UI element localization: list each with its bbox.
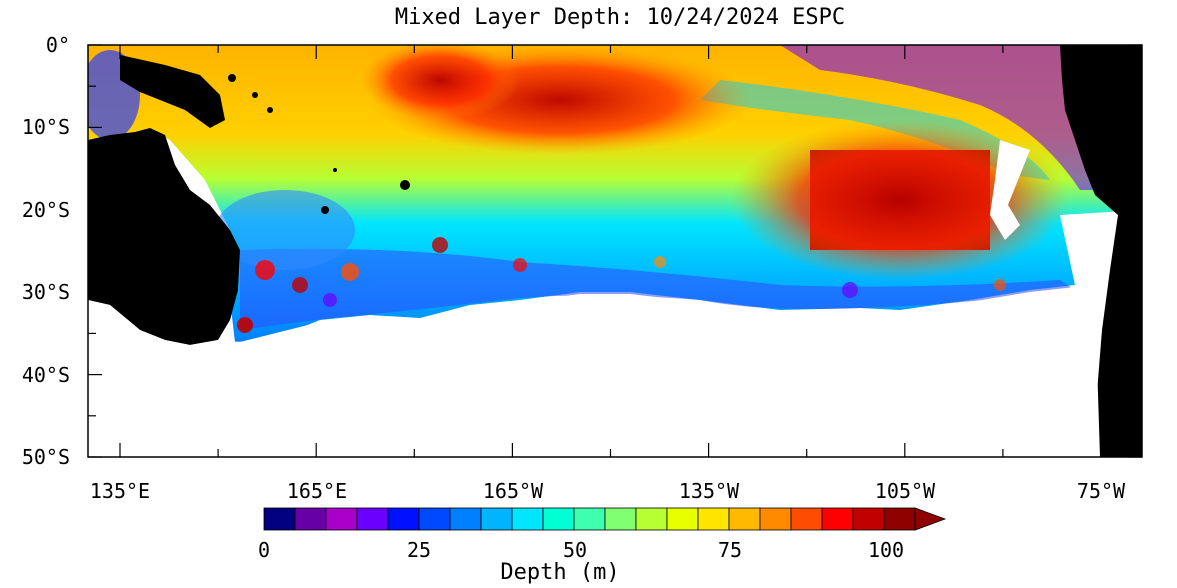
colorbar-swatch	[387, 507, 420, 531]
figure-title: Mixed Layer Depth: 10/24/2024 ESPC	[394, 5, 846, 30]
colorbar-swatch	[697, 507, 730, 531]
colorbar-swatch	[635, 507, 668, 531]
lat-tick-label: 10°S	[21, 115, 70, 140]
colorbar-swatch	[573, 507, 606, 531]
eddy	[432, 237, 448, 253]
mld-south-band	[240, 248, 1075, 330]
colorbar-swatch	[511, 507, 544, 531]
colorbar-swatch	[852, 507, 885, 531]
colorbar-swatch	[480, 507, 513, 531]
eddy	[842, 282, 858, 298]
lat-ticks	[88, 44, 1142, 458]
land-island	[333, 168, 337, 172]
eddy	[255, 260, 275, 280]
lon-tick-label: 135°W	[678, 479, 740, 503]
colorbar-tick-label: 25	[406, 538, 432, 562]
colorbar-tick-label: 75	[717, 538, 743, 562]
eddy	[994, 279, 1006, 291]
lon-tick-label: 165°W	[482, 479, 544, 503]
mld-east-cyan	[700, 80, 1050, 180]
colorbar-tick-label: 0	[257, 538, 271, 562]
colorbar-tick-label: 100	[867, 538, 905, 562]
colorbar-swatch	[759, 507, 792, 531]
lon-ticks	[119, 45, 1102, 457]
land-new-guinea	[120, 55, 225, 128]
land-south-america	[1060, 45, 1142, 457]
colorbar	[263, 507, 947, 531]
mld-high-north-2	[360, 45, 520, 120]
no-data-coast-peru	[990, 140, 1030, 240]
land-island	[321, 206, 329, 214]
lat-tick-label: 0°	[45, 33, 70, 57]
colorbar-swatch	[356, 507, 389, 531]
colorbar-tick-label: 50	[562, 538, 588, 562]
eddy	[513, 258, 527, 272]
mld-high-east-glow	[730, 120, 1070, 280]
colorbar-swatch	[666, 507, 699, 531]
land-australia	[88, 128, 240, 345]
colorbar-swatch	[790, 507, 823, 531]
lon-tick-label: 105°W	[874, 479, 936, 503]
lat-tick-label: 40°S	[21, 362, 70, 387]
eddy	[323, 293, 337, 307]
no-data-south	[88, 287, 1100, 457]
colorbar-swatch	[325, 507, 358, 531]
lat-tick-label: 20°S	[21, 197, 70, 222]
lat-tick-label: 30°S	[21, 280, 70, 305]
land-island	[228, 74, 236, 82]
land-island	[267, 107, 273, 113]
colorbar-swatch	[883, 507, 916, 531]
mld-tasman-low	[215, 190, 355, 270]
land-island	[252, 92, 258, 98]
colorbar-extend-arrow	[914, 507, 947, 531]
lat-tick-label: 50°S	[21, 445, 70, 469]
colorbar-title: Depth (m)	[500, 560, 620, 585]
eddy	[341, 263, 359, 281]
colorbar-swatch	[449, 507, 482, 531]
colorbar-swatch	[604, 507, 637, 531]
eddy	[237, 317, 253, 333]
colorbar-swatch	[263, 507, 296, 531]
colorbar-swatch	[542, 507, 575, 531]
lon-tick-label: 135°E	[89, 479, 151, 503]
eddy	[292, 277, 308, 293]
mld-east-band	[780, 45, 1142, 190]
colorbar-swatch	[418, 507, 451, 531]
eddy	[654, 256, 666, 268]
lon-tick-label: 75°W	[1076, 479, 1126, 503]
colorbar-swatch	[821, 507, 854, 531]
land-island	[400, 180, 410, 190]
colorbar-swatch	[728, 507, 761, 531]
lon-tick-label: 165°E	[286, 479, 348, 503]
colorbar-swatch	[294, 507, 327, 531]
